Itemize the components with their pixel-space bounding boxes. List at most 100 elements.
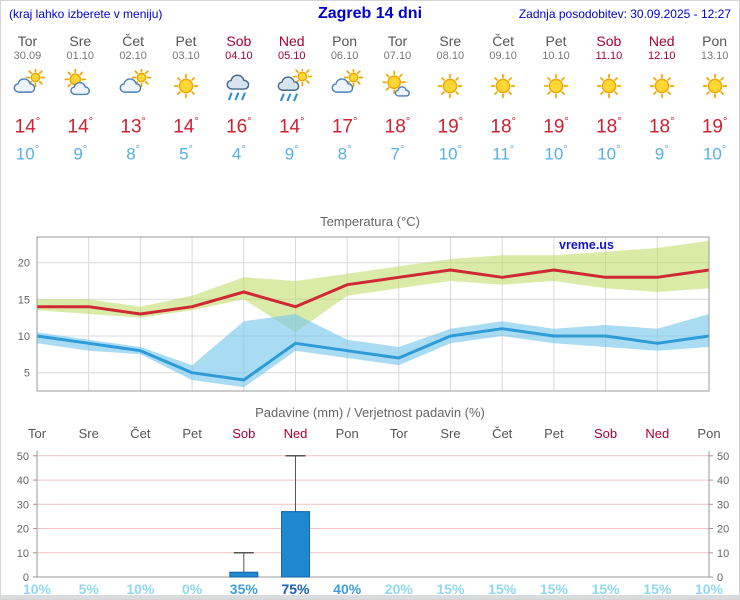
svg-text:15: 15 [18, 294, 30, 306]
tmax-line [37, 268, 710, 316]
day-min-temperature: 11° [492, 144, 515, 164]
tmin-range-band [37, 314, 709, 388]
day-date-label: 08.10 [436, 50, 465, 62]
day-date-label: 06.10 [330, 50, 359, 62]
day-min-temperature: 10° [702, 144, 727, 164]
precip-probability: 10% [22, 581, 52, 597]
day-name-label: Ned [278, 33, 305, 49]
svg-text:20: 20 [717, 524, 729, 536]
day-date-label: 05.10 [277, 50, 306, 62]
precip-bar [281, 511, 310, 578]
day-max-temperature: 19° [543, 116, 569, 138]
day-max-temperature: 14° [278, 116, 305, 138]
forecast-strip: Tor 30.09 14° 10° Sre 01.10 14° 9° Čet 0… [1, 31, 739, 171]
day-date-label: 12.10 [647, 50, 676, 62]
svg-text:5: 5 [24, 368, 30, 380]
day-max-temperature: 19° [437, 116, 464, 138]
sunny-icon [477, 69, 530, 113]
day-date-label: 04.10 [225, 50, 253, 62]
day-min-temperature: 9° [73, 144, 88, 164]
svg-text:0: 0 [23, 572, 29, 583]
day-max-temperature: 18° [596, 116, 622, 138]
day-date-label: 11.10 [595, 50, 623, 62]
precipitation-chart: 0 0 10 10 20 20 30 30 40 40 50 50 [17, 451, 730, 583]
day-name-label: Sre [69, 33, 92, 49]
precip-probability-labels: 10% 5% 10% 0% 35% 75% 40% 20% 15% 15% 15% 15% 15% 10% [1, 581, 739, 599]
precip-day-label: Pon [697, 426, 721, 441]
precip-probability: 15% [488, 581, 517, 597]
precip-probability: 10% [694, 581, 724, 597]
day-date-label: 30.09 [13, 50, 42, 62]
forecast-day-col[interactable]: Pon 13.10 19° 10° [688, 31, 739, 171]
svg-text:20: 20 [17, 524, 29, 536]
day-min-temperature: 9° [284, 144, 299, 164]
day-date-label: 07.10 [383, 50, 412, 62]
day-name-label: Tor [17, 33, 38, 49]
day-name-label: Čet [122, 33, 145, 49]
precip-day-label: Pet [182, 426, 202, 441]
forecast-day-col[interactable]: Ned 12.10 18° 9° [635, 31, 688, 171]
precip-day-label: Čet [130, 426, 151, 441]
precip-probability: 5% [78, 581, 99, 597]
day-max-temperature: 14° [14, 116, 41, 138]
sunny-icon [424, 69, 477, 113]
day-date-label: 02.10 [119, 50, 147, 62]
day-min-temperature: 5° [179, 144, 193, 164]
day-date-label: 03.10 [172, 50, 200, 62]
day-date-label: 01.10 [66, 50, 95, 62]
forecast-day-col[interactable]: Sre 01.10 14° 9° [54, 31, 107, 171]
header: (kraj lahko izberete v meniju) Zagreb 14… [1, 1, 739, 27]
day-date-label: 09.10 [489, 50, 517, 62]
day-name-label: Tor [387, 33, 408, 49]
forecast-day-col[interactable]: Ned 05.10 14° 9° [265, 31, 318, 171]
day-max-temperature: 18° [490, 116, 516, 138]
mostly-sunny-icon [371, 69, 424, 113]
forecast-day-col[interactable]: Sre 08.10 19° 10° [424, 31, 477, 171]
watermark-link[interactable]: vreme.us [559, 238, 614, 252]
precip-day-label: Pon [335, 426, 359, 441]
day-name-label: Sob [596, 33, 622, 49]
sunny-icon [688, 69, 739, 113]
forecast-day-col[interactable]: Pet 10.10 19° 10° [530, 31, 583, 171]
day-max-temperature: 18° [648, 116, 675, 138]
tmin-line [36, 327, 710, 382]
day-max-temperature: 14° [173, 116, 199, 138]
day-name-label: Pet [545, 33, 567, 49]
day-max-temperature: 13° [120, 116, 146, 138]
day-min-temperature: 8° [126, 144, 141, 164]
precip-day-label: Sob [594, 426, 618, 441]
mostly-cloudy-icon [318, 67, 371, 113]
day-max-temperature: 16° [226, 116, 252, 138]
day-name-label: Ned [648, 33, 675, 49]
day-min-temperature: 10° [15, 144, 40, 164]
precip-probability: 35% [229, 581, 258, 597]
day-date-label: 10.10 [542, 50, 570, 62]
svg-text:30: 30 [17, 499, 29, 511]
svg-text:30: 30 [717, 499, 729, 511]
day-min-temperature: 10° [438, 144, 462, 164]
precip-day-label: Pet [544, 426, 564, 441]
svg-text:10: 10 [18, 331, 30, 343]
forecast-day-col[interactable]: Čet 02.10 13° 8° [107, 31, 160, 171]
precip-probability: 75% [281, 581, 310, 597]
svg-text:10: 10 [17, 548, 29, 560]
rain-sun-icon [265, 66, 318, 113]
forecast-day-col[interactable]: Sob 11.10 18° 10° [582, 31, 635, 171]
day-name-label: Sre [439, 33, 462, 49]
precip-day-label: Sre [440, 426, 461, 441]
day-min-temperature: 10° [597, 144, 621, 164]
forecast-day-col[interactable]: Sob 04.10 16° 4° [212, 31, 265, 171]
forecast-day-col[interactable]: Tor 30.09 14° 10° [1, 31, 54, 171]
day-name-label: Pon [702, 33, 728, 49]
rain-icon [212, 69, 265, 113]
forecast-day-col[interactable]: Tor 07.10 18° 7° [371, 31, 424, 171]
sunny-icon [160, 69, 213, 113]
forecast-day-col[interactable]: Pet 03.10 14° 5° [160, 31, 213, 171]
precip-day-label: Tor [27, 426, 47, 441]
forecast-day-col[interactable]: Čet 09.10 18° 11° [477, 31, 530, 171]
day-min-temperature: 10° [544, 144, 568, 164]
forecast-day-col[interactable]: Pon 06.10 17° 8° [318, 31, 371, 171]
precip-day-label: Ned [283, 426, 308, 441]
horizontal-scrollbar[interactable] [1, 595, 739, 599]
